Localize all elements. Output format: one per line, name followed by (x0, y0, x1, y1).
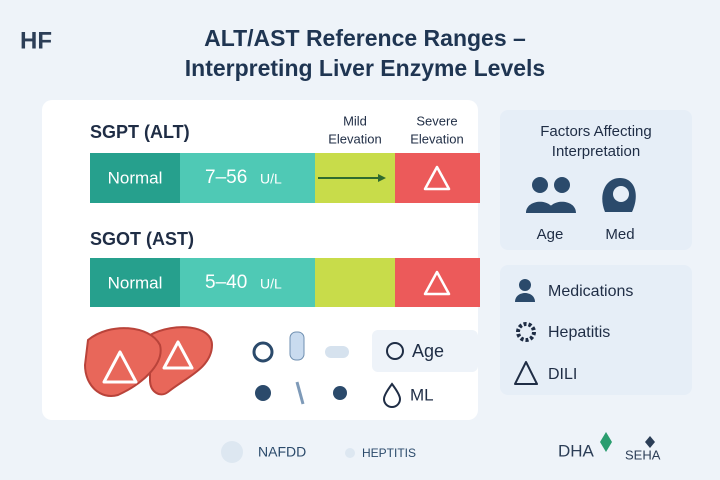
title: Interpreting Liver Enzyme Levels (185, 55, 545, 81)
zone-label: Mild (343, 113, 367, 128)
footer-item: HEPTITIS (362, 446, 416, 460)
normal-label: Normal (108, 273, 163, 292)
arrow-head (378, 174, 386, 182)
normal-zone (90, 153, 180, 203)
warning-icon (423, 165, 451, 191)
severe-zone (395, 258, 480, 307)
list-panel (500, 265, 692, 395)
factors-panel (500, 110, 692, 250)
footer-item: NAFDD (258, 444, 306, 460)
range-zone (180, 153, 315, 203)
icon (645, 436, 655, 448)
zone-label: Elevation (328, 131, 381, 146)
icon (514, 361, 538, 385)
icon (600, 432, 612, 452)
icon (221, 441, 243, 463)
gauge: SGOT (AST) Normal 5–40 U/L (90, 229, 480, 307)
severe-zone (395, 153, 480, 203)
normal-zone (90, 258, 180, 307)
icon (382, 382, 402, 408)
icon (386, 342, 404, 360)
range-zone (180, 258, 315, 307)
unit: U/L (260, 276, 282, 292)
liver-icon (149, 326, 214, 396)
footer-logo: DHA (558, 441, 595, 460)
gauge-label: SGPT (ALT) (90, 122, 190, 142)
factor-label: Med (605, 226, 634, 243)
icon (532, 177, 548, 193)
tag (372, 330, 478, 372)
list-item: Hepatitis (548, 324, 610, 341)
title: ALT/AST Reference Ranges – (204, 25, 526, 51)
panel-title: Factors Affecting (540, 123, 651, 140)
icon (345, 448, 355, 458)
factor-label: Age (537, 226, 564, 243)
gauge: SGPT (ALT) Normal 7–56 U/L (90, 122, 480, 203)
list-item: DILI (548, 366, 577, 383)
panel-title: Interpretation (552, 143, 640, 160)
unit: U/L (260, 171, 282, 187)
warning-icon (162, 340, 194, 370)
warning-icon (102, 350, 138, 384)
icon (295, 381, 305, 405)
tag-label: ML (410, 385, 434, 404)
icon (289, 331, 305, 361)
icon (325, 346, 349, 358)
icon (613, 186, 629, 202)
list-item: Medications (548, 283, 633, 300)
range: 7–56 (205, 167, 247, 188)
icon (255, 385, 271, 401)
zone-label: Severe (416, 113, 457, 128)
gauge-label: SGOT (AST) (90, 229, 194, 249)
normal-label: Normal (108, 168, 163, 187)
footer-logo: SEHA (625, 447, 661, 462)
icon (516, 322, 536, 342)
warning-icon (423, 270, 451, 296)
logo: HF (20, 27, 52, 54)
icon (526, 201, 576, 213)
icon (519, 279, 531, 291)
icon (333, 386, 347, 400)
zone-label: Elevation (410, 131, 463, 146)
icon (252, 341, 274, 363)
range: 5–40 (205, 272, 247, 293)
mild-zone (315, 258, 395, 307)
icon (515, 293, 535, 302)
icon (554, 177, 570, 193)
tag-label: Age (412, 341, 444, 361)
